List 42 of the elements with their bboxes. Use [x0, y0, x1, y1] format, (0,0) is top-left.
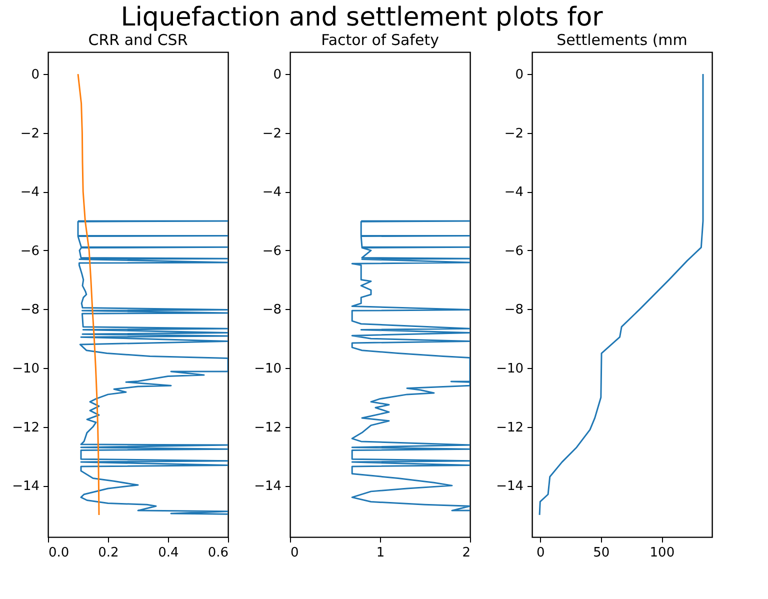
y-tick-label: −2 [504, 126, 524, 142]
y-tick-label: −2 [20, 126, 40, 142]
y-tick-label: −12 [254, 420, 282, 436]
y-tick-label: −4 [262, 185, 282, 200]
chart-title: Factor of Safety [321, 31, 440, 49]
x-tick-label: 50 [593, 546, 610, 560]
y-tick-label: 0 [273, 68, 282, 83]
x-tick-label: 100 [650, 546, 675, 560]
y-tick-label: −8 [20, 302, 40, 318]
y-tick-label: −4 [20, 185, 40, 200]
line-series [77, 73, 100, 516]
y-tick-label: −14 [12, 479, 40, 494]
y-tick-label: −8 [504, 302, 524, 318]
y-tick-label: −14 [496, 479, 524, 494]
y-tick-label: −14 [254, 479, 282, 494]
x-tick-label: 0 [290, 546, 299, 560]
line-series [351, 220, 470, 512]
y-tick-label: −6 [504, 244, 524, 259]
y-tick-label: −12 [496, 420, 524, 436]
x-tick-label: 0.6 [208, 546, 228, 560]
y-tick-label: −6 [20, 244, 40, 259]
x-tick-label: 2 [462, 546, 470, 560]
y-tick-label: −10 [496, 361, 524, 376]
line-series [538, 73, 704, 516]
y-tick-label: 0 [515, 68, 524, 83]
x-tick-label: 0.2 [98, 546, 119, 560]
x-tick-label: 0.4 [158, 546, 179, 560]
y-tick-label: −10 [12, 361, 40, 376]
x-tick-label: 0.0 [48, 546, 70, 560]
y-tick-label: −6 [262, 244, 282, 259]
chart-title: Settlements (mm [556, 31, 688, 49]
y-tick-label: 0 [31, 68, 40, 83]
y-tick-label: −12 [12, 420, 40, 436]
y-tick-label: −8 [262, 302, 282, 318]
x-tick-label: 1 [376, 546, 385, 560]
y-tick-label: −10 [254, 361, 282, 376]
text: Liquefaction and settlement plots for [120, 2, 604, 32]
x-tick-label: 0 [536, 546, 545, 560]
y-tick-label: −2 [262, 126, 282, 142]
line-series [77, 220, 228, 515]
chart-title: CRR and CSR [88, 31, 188, 49]
y-tick-label: −4 [504, 185, 524, 200]
